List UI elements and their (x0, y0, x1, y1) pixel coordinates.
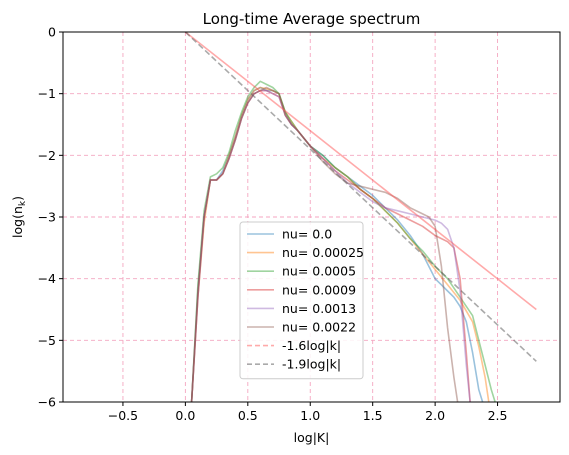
x-ticks: −0.5 0.0 0.5 1.0 1.5 2.0 2.5 (108, 402, 508, 423)
y-tick-label: −5 (38, 333, 56, 348)
series-line-0 (190, 86, 484, 403)
y-tick-label: 0 (48, 25, 56, 40)
legend-label: -1.9log|k| (282, 357, 341, 372)
legend-label: nu= 0.0005 (282, 264, 356, 279)
legend-label: -1.6log|k| (282, 338, 341, 353)
legend-label: nu= 0.0009 (282, 282, 356, 297)
y-tick-label: −6 (38, 395, 56, 410)
y-ticks: 0 −1 −2 −3 −4 −5 −6 (38, 25, 63, 410)
x-axis-label: log|K| (294, 430, 330, 445)
series-line-2 (190, 80, 496, 403)
x-tick-label: 2.5 (488, 408, 508, 423)
y-axis-label: log(nk) (10, 196, 28, 238)
x-tick-label: −0.5 (108, 408, 138, 423)
x-tick-label: 0.0 (175, 408, 195, 423)
series-line-4 (190, 89, 471, 403)
series-line-5 (190, 86, 459, 403)
legend: nu= 0.0 nu= 0.00025 nu= 0.0005 nu= 0.0009 nu… (239, 221, 364, 380)
x-tick-label: 1.5 (363, 408, 383, 423)
y-tick-label: −3 (38, 210, 56, 225)
series-layer (184, 31, 537, 403)
series-line-7 (184, 31, 537, 362)
y-axis-label-base: log(n (10, 206, 25, 238)
y-tick-label: −2 (38, 148, 56, 163)
x-tick-label: 1.0 (300, 408, 320, 423)
legend-box (239, 221, 364, 380)
legend-label: nu= 0.0022 (282, 320, 356, 335)
x-tick-label: 0.5 (238, 408, 258, 423)
series-line-1 (190, 86, 490, 403)
y-axis-label-end: ) (10, 196, 25, 201)
y-tick-label: −4 (38, 271, 56, 286)
y-axis-label-sub: k (18, 200, 28, 206)
legend-label: nu= 0.0 (282, 227, 332, 242)
legend-label: nu= 0.0013 (282, 301, 356, 316)
chart-title: Long-time Average spectrum (203, 10, 421, 28)
series-line-3 (190, 89, 471, 403)
y-tick-label: −1 (38, 86, 56, 101)
series-line-6 (184, 31, 537, 311)
x-tick-label: 2.0 (425, 408, 445, 423)
legend-label: nu= 0.00025 (282, 245, 364, 260)
